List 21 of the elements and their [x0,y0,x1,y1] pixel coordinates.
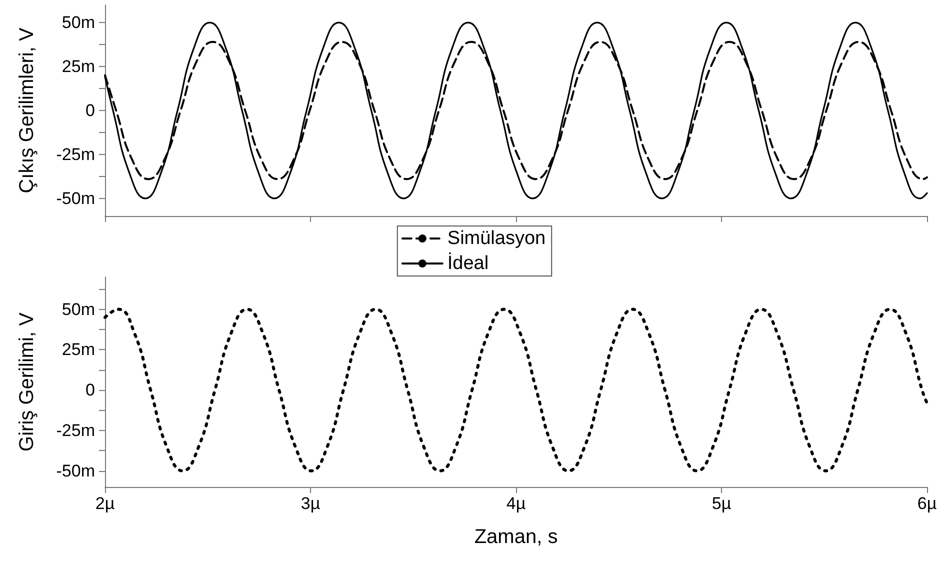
x-tick-label: 2µ [95,494,115,513]
y-tick-label: 50m [62,300,95,319]
line-series [104,308,928,472]
x-tick-label: 5µ [712,494,732,513]
y-tick-label: 0 [86,101,95,120]
y-tick-label: 25m [62,57,95,76]
legend-label: Simülasyon [447,228,546,249]
y-tick-label: -50m [56,461,95,480]
legend-label: İdeal [447,252,489,274]
y-axis-title: Giriş Gerilimi, V [16,312,38,452]
y-tick-label: 50m [62,13,95,32]
x-axis-title: Zaman, s [474,526,558,548]
y-tick-label: 25m [62,340,95,360]
x-tick-label: 6µ [917,494,937,513]
y-axis-title: Çıkış Gerilimleri, V [16,27,38,194]
y-tick-label: 0 [86,380,95,400]
y-tick-label: -25m [56,144,95,164]
y-tick-label: -25m [56,420,95,440]
y-tick-label: -50m [56,188,95,208]
x-tick-label: 4µ [506,494,526,513]
x-tick-label: 3µ [300,494,320,513]
